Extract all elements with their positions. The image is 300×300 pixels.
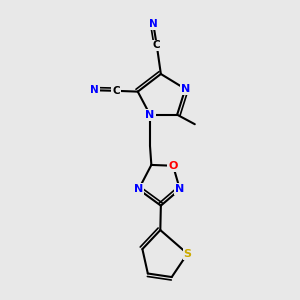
- Text: N: N: [134, 184, 143, 194]
- Text: C: C: [153, 40, 160, 50]
- Text: N: N: [149, 19, 158, 29]
- Text: S: S: [184, 249, 191, 259]
- Text: C: C: [112, 86, 120, 96]
- Text: N: N: [175, 184, 184, 194]
- Text: O: O: [168, 161, 178, 171]
- Text: N: N: [90, 85, 99, 95]
- Text: N: N: [181, 84, 190, 94]
- Text: N: N: [146, 110, 154, 120]
